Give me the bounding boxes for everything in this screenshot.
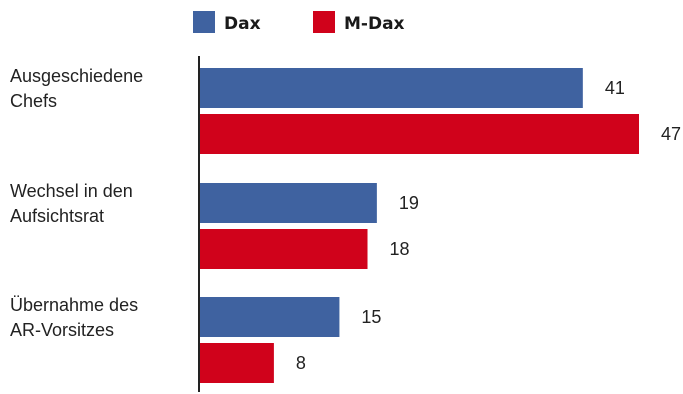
legend: Dax M-Dax xyxy=(193,11,405,34)
bar-m-dax xyxy=(199,343,274,383)
value-label-m-dax: 47 xyxy=(661,124,681,144)
bar-m-dax xyxy=(199,229,368,269)
category-label: Übernahme des AR-Vorsitzes xyxy=(10,295,138,340)
legend-label-dax: Dax xyxy=(224,14,261,34)
bars xyxy=(199,68,639,383)
value-label-m-dax: 8 xyxy=(296,353,306,373)
value-label-dax: 41 xyxy=(605,78,625,98)
value-label-dax: 19 xyxy=(399,193,419,213)
bar-m-dax xyxy=(199,114,639,154)
legend-label-m-dax: M-Dax xyxy=(344,14,405,34)
category-label: Wechsel in den Aufsichtsrat xyxy=(10,181,133,226)
value-labels: 41 47 19 18 15 8 xyxy=(296,78,681,373)
legend-swatch-m-dax xyxy=(313,11,335,33)
value-label-m-dax: 18 xyxy=(390,239,410,259)
bar-dax xyxy=(199,297,340,337)
category-labels: Ausgeschiedene Chefs Wechsel in den Aufsich… xyxy=(10,66,143,340)
bar-dax xyxy=(199,68,583,108)
legend-swatch-dax xyxy=(193,11,215,33)
category-label: Ausgeschiedene Chefs xyxy=(10,66,143,111)
bar-dax xyxy=(199,183,377,223)
value-label-dax: 15 xyxy=(361,307,381,327)
